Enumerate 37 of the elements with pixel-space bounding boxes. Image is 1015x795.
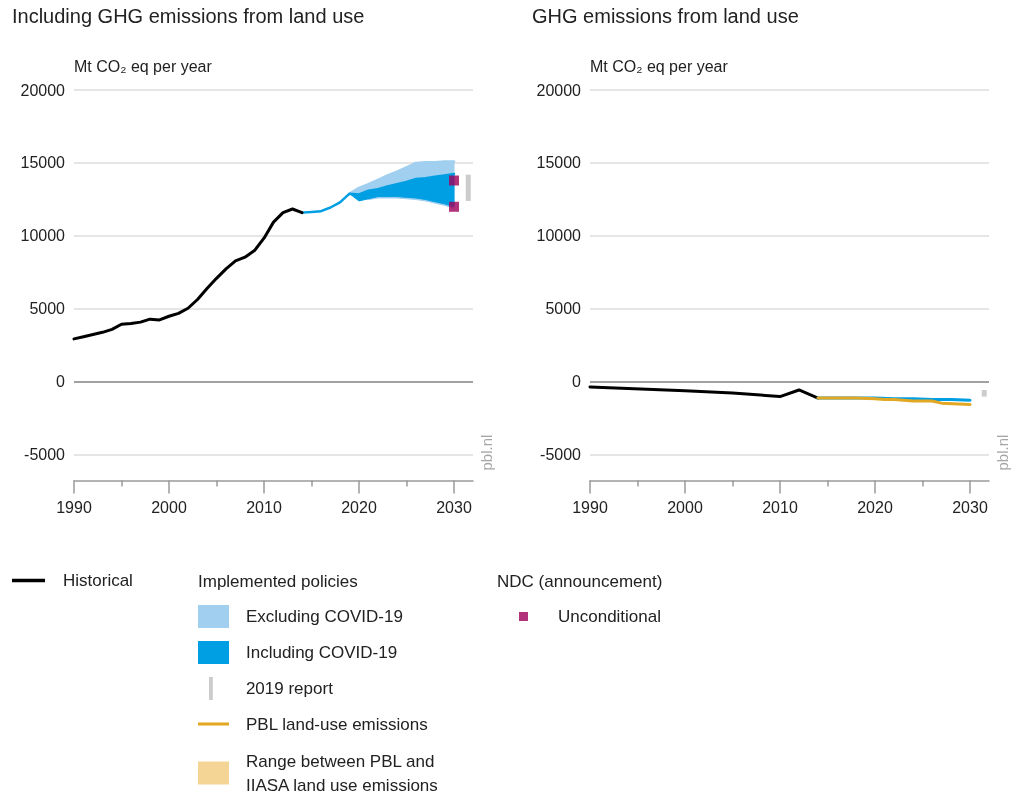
y-tick-label: -5000: [540, 446, 582, 464]
y-tick-label: 5000: [545, 300, 582, 318]
y-tick-label: 0: [56, 373, 66, 391]
legend-label: Excluding COVID-19: [246, 607, 403, 626]
y-tick-label: 10000: [536, 227, 582, 245]
text: Implemented policies: [198, 571, 358, 591]
x-tick-label: 1990: [572, 499, 608, 516]
x-tick-label: 2020: [857, 499, 893, 516]
text: pbl.nl: [477, 434, 495, 471]
x-tick-label: 1990: [56, 499, 92, 516]
x-tick-label: 2000: [151, 499, 187, 516]
chart-title: Including GHG emissions from land use: [12, 5, 365, 27]
x-tick-label: 2010: [762, 499, 798, 516]
legend-label: Unconditional: [558, 607, 662, 626]
legend-label: Including COVID-19: [246, 643, 398, 662]
x-tick-label: 2030: [436, 499, 472, 516]
legend-label: Range between PBL and IIASA land use emissions: [246, 751, 440, 795]
y-tick-label: 15000: [536, 154, 582, 172]
legend-label: PBL land-use emissions: [246, 714, 428, 734]
y-tick-label: 20000: [20, 81, 66, 99]
y-axis-title: Mt CO₂ eq per year: [74, 57, 213, 75]
x-tick-label: 2000: [667, 499, 703, 516]
x-tick-label: 2020: [341, 499, 377, 516]
x-tick-label: 2030: [952, 499, 988, 516]
y-tick-label: 0: [572, 373, 582, 391]
x-tick-label: 2010: [246, 499, 282, 516]
y-tick-label: 10000: [20, 227, 66, 245]
legend-label: 2019 report: [245, 679, 334, 698]
legend-label: Historical: [63, 571, 133, 590]
chart-title: GHG emissions from land use: [532, 5, 799, 27]
y-axis-title: Mt CO₂ eq per year: [590, 57, 729, 75]
y-tick-label: -5000: [24, 446, 66, 464]
y-tick-label: 20000: [536, 81, 582, 99]
y-tick-label: 5000: [29, 300, 66, 318]
y-tick-label: 15000: [20, 154, 66, 172]
text: pbl.nl: [993, 434, 1011, 471]
text: NDC (announcement): [497, 571, 663, 591]
